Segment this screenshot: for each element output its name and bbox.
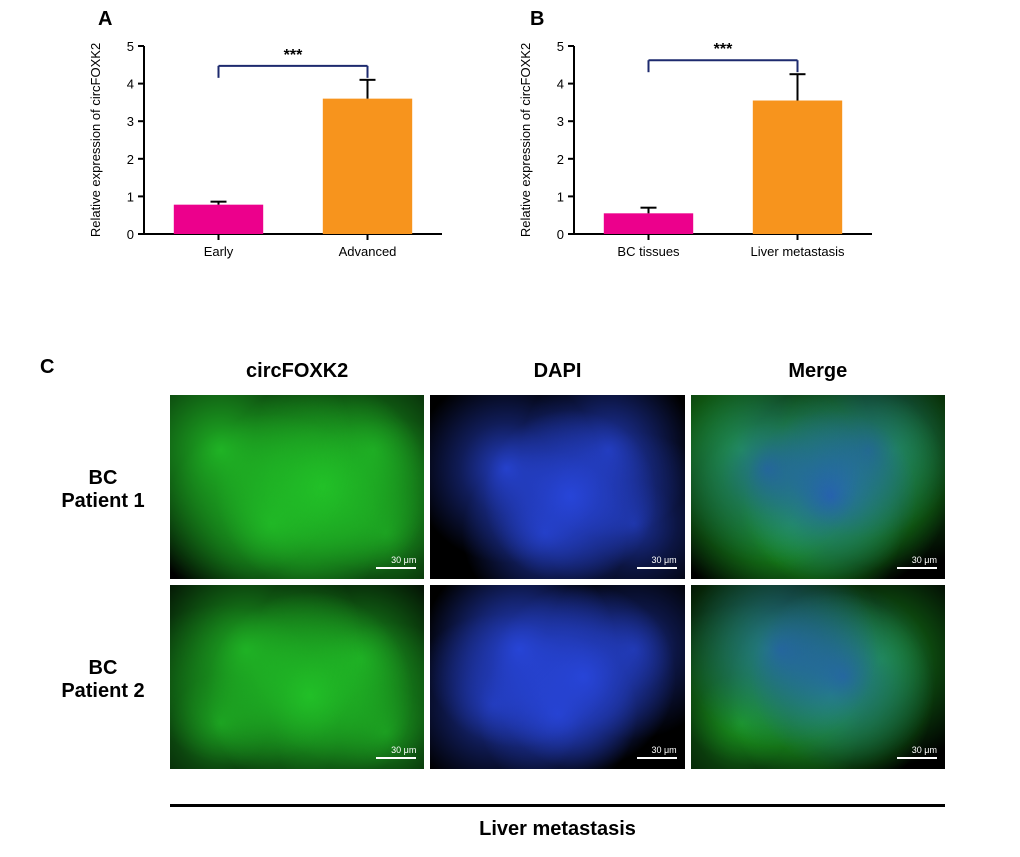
scale-bar-label: 30 μm (651, 555, 676, 565)
panel-c-label: C (40, 356, 54, 379)
significance-label: *** (284, 47, 303, 64)
y-tick-label: 4 (127, 77, 134, 92)
micrograph-green: 30 μm (170, 395, 424, 579)
micrograph-blue: 30 μm (430, 585, 684, 769)
scale-bar-label: 30 μm (651, 745, 676, 755)
panel-c-caption: Liver metastasis (170, 818, 945, 841)
significance-label: *** (714, 41, 733, 58)
scale-bar-label: 30 μm (391, 745, 416, 755)
y-tick-label: 3 (557, 114, 564, 129)
y-axis-label: Relative expression of circFOXK2 (518, 43, 533, 237)
bar (604, 213, 693, 234)
row-title: BC Patient 2 (48, 657, 158, 703)
y-tick-label: 2 (127, 152, 134, 167)
scale-bar-label: 30 μm (391, 555, 416, 565)
micrograph-merge: 30 μm (691, 395, 945, 579)
scale-bar (637, 567, 677, 569)
micrograph-merge: 30 μm (691, 585, 945, 769)
bar (323, 99, 412, 234)
bar-chart-svg: 0 1 2 3 4 5 Relative expression of circFOXK2 Ea… (80, 12, 450, 268)
x-tick-label: BC tissues (617, 244, 680, 259)
x-tick-label: Advanced (339, 244, 397, 259)
y-axis-label: Relative expression of circFOXK2 (88, 43, 103, 237)
y-tick-label: 3 (127, 114, 134, 129)
x-tick-label: Early (204, 244, 234, 259)
x-tick-label: Liver metastasis (751, 244, 845, 259)
column-title: DAPI (430, 360, 684, 383)
micrograph-grid: 30 μm 30 μm 30 μm 30 μm 30 μm 30 μm (170, 395, 945, 769)
bar (753, 101, 842, 234)
scale-bar (897, 567, 937, 569)
y-tick-label: 4 (557, 77, 564, 92)
column-title: Merge (691, 360, 945, 383)
y-tick-label: 5 (557, 39, 564, 54)
y-tick-label: 5 (127, 39, 134, 54)
panel-c-divider (170, 804, 945, 807)
y-tick-label: 1 (557, 189, 564, 204)
y-tick-label: 2 (557, 152, 564, 167)
chart-a: 0 1 2 3 4 5 Relative expression of circFOXK2 Ea… (80, 12, 450, 268)
scale-bar (897, 757, 937, 759)
micrograph-blue: 30 μm (430, 395, 684, 579)
scale-bar-label: 30 μm (912, 555, 937, 565)
scale-bar-label: 30 μm (912, 745, 937, 755)
row-title: BC Patient 1 (48, 467, 158, 513)
micrograph-green: 30 μm (170, 585, 424, 769)
y-tick-label: 0 (127, 227, 134, 242)
y-tick-label: 0 (557, 227, 564, 242)
figure-root: A B C 012345Relative expression of circF… (0, 0, 1020, 857)
y-tick-label: 1 (127, 189, 134, 204)
scale-bar (376, 757, 416, 759)
bar (174, 205, 263, 234)
bar-chart-svg: 0 1 2 3 4 5 Relative expression of circFOXK2 BC… (510, 12, 880, 268)
scale-bar (637, 757, 677, 759)
chart-b: 0 1 2 3 4 5 Relative expression of circFOXK2 BC… (510, 12, 880, 268)
column-title: circFOXK2 (170, 360, 424, 383)
scale-bar (376, 567, 416, 569)
